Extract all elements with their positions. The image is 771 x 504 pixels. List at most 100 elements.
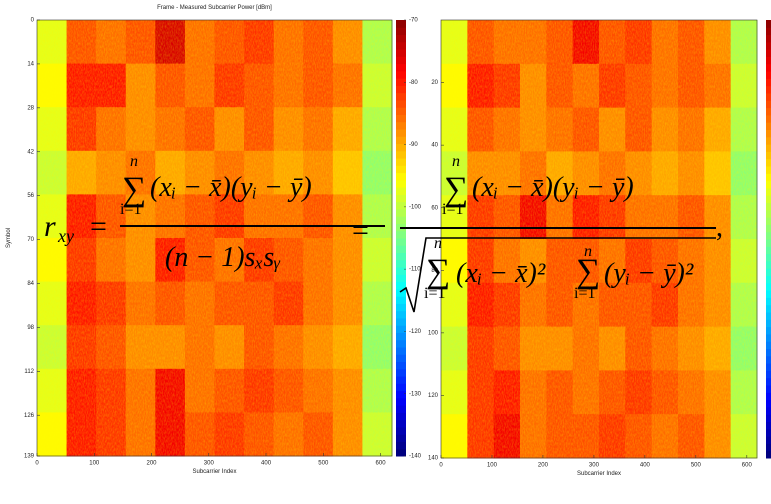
colorbar-segment xyxy=(396,194,406,202)
colorbar-tick-label: -130 xyxy=(409,391,422,397)
colorbar-segment xyxy=(396,114,406,122)
denominator-part: (yᵢ − ȳ)² xyxy=(604,258,694,289)
colorbar-segment xyxy=(766,239,771,247)
y-tick-label: 20 xyxy=(431,80,438,86)
colorbar-segment xyxy=(766,254,771,262)
colorbar-tick-label: -100 xyxy=(409,204,422,210)
colorbar-segment xyxy=(396,369,406,377)
colorbar-segment xyxy=(396,238,406,246)
colorbar-segment xyxy=(766,378,771,386)
x-tick-label: 500 xyxy=(691,463,702,469)
colorbar-segment xyxy=(766,407,771,415)
colorbar-segment xyxy=(766,57,771,65)
x-tick-label: 400 xyxy=(261,461,272,467)
colorbar-segment xyxy=(766,370,771,378)
colorbar-segment xyxy=(396,391,406,399)
colorbar-segment xyxy=(396,318,406,326)
colorbar-tick-label: -70 xyxy=(409,18,418,24)
colorbar-segment xyxy=(396,347,406,355)
colorbar-segment xyxy=(396,289,406,297)
x-tick-label: 600 xyxy=(742,463,753,469)
colorbar-segment xyxy=(766,400,771,408)
colorbar-segment xyxy=(766,385,771,393)
colorbar-segment xyxy=(766,392,771,400)
colorbar-segment xyxy=(396,49,406,57)
colorbar-segment xyxy=(766,349,771,357)
y-tick-label: 100 xyxy=(428,330,439,336)
colorbar-segment xyxy=(396,340,406,348)
colorbar-segment xyxy=(766,173,771,181)
colorbar-segment xyxy=(396,216,406,224)
x-tick-label: 600 xyxy=(376,461,387,467)
colorbar-segment xyxy=(396,231,406,239)
colorbar-segment xyxy=(396,158,406,166)
formula-lhs-sub: xy xyxy=(57,226,74,246)
colorbar-segment xyxy=(766,151,771,159)
sum-bottom: i=1 xyxy=(424,285,445,302)
colorbar-segment xyxy=(396,412,406,420)
colorbar-segment xyxy=(396,332,406,340)
colorbar-segment xyxy=(766,327,771,335)
colorbar-segment xyxy=(396,173,406,181)
colorbar-segment xyxy=(766,246,771,254)
colorbar-tick-label: -90 xyxy=(409,142,418,148)
y-tick-label: 98 xyxy=(27,325,34,331)
colorbar-segment xyxy=(396,129,406,137)
colorbar-segment xyxy=(396,303,406,311)
colorbar-segment xyxy=(766,297,771,305)
colorbar-segment xyxy=(396,449,406,457)
colorbar-segment xyxy=(396,27,406,35)
colorbar-segment xyxy=(396,42,406,50)
colorbar-segment xyxy=(766,232,771,240)
sum-bottom: i=1 xyxy=(574,285,595,302)
colorbar-segment xyxy=(396,187,406,195)
colorbar-segment xyxy=(766,283,771,291)
colorbar-segment xyxy=(396,420,406,428)
colorbar-segment xyxy=(396,274,406,282)
colorbar-segment xyxy=(396,398,406,406)
colorbar-segment xyxy=(396,180,406,188)
colorbar-segment xyxy=(396,354,406,362)
colorbar-segment xyxy=(766,268,771,276)
colorbar-segment xyxy=(396,434,406,442)
colorbar-segment xyxy=(766,71,771,79)
colorbar-segment xyxy=(396,383,406,391)
x-tick-label: 300 xyxy=(589,463,600,469)
colorbar-segment xyxy=(396,93,406,101)
x-tick-label: 300 xyxy=(204,461,215,467)
colorbar-segment xyxy=(396,71,406,79)
colorbar-segment xyxy=(766,290,771,298)
y-tick-label: 28 xyxy=(27,105,34,111)
sum-bottom: i=1 xyxy=(442,201,463,218)
colorbar-segment xyxy=(766,195,771,203)
formula-lhs: r xyxy=(44,210,56,243)
colorbar-segment xyxy=(766,20,771,28)
comma: , xyxy=(716,212,723,243)
page: 0100200300400500600014284256708498112126… xyxy=(0,0,771,504)
colorbar-segment xyxy=(766,429,771,437)
colorbar-segment xyxy=(396,56,406,64)
y-tick-label: 42 xyxy=(27,149,34,155)
x-axis-label: Subcarrier Index xyxy=(192,469,236,475)
numerator: (xᵢ − x̄)(yᵢ − ȳ) xyxy=(472,172,634,203)
colorbar-segment xyxy=(766,159,771,167)
colorbar-segment xyxy=(766,108,771,116)
y-tick-label: 40 xyxy=(431,143,438,149)
y-tick-label: 120 xyxy=(428,393,439,399)
x-tick-label: 100 xyxy=(89,461,100,467)
denominator-part: (xᵢ − x̄)² xyxy=(456,258,546,289)
colorbar-segment xyxy=(766,115,771,123)
colorbar-segment xyxy=(396,165,406,173)
formula-eq: = xyxy=(352,214,369,247)
colorbar-segment xyxy=(766,137,771,145)
chart-title: Frame - Measured Subcarrier Power [dBm] xyxy=(157,5,272,11)
colorbar-segment xyxy=(766,414,771,422)
colorbar-segment xyxy=(766,203,771,211)
colorbar-segment xyxy=(766,188,771,196)
texture xyxy=(441,20,757,458)
colorbar-segment xyxy=(766,181,771,189)
colorbar-segment xyxy=(766,261,771,269)
colorbar-segment xyxy=(396,136,406,144)
colorbar-segment xyxy=(766,334,771,342)
